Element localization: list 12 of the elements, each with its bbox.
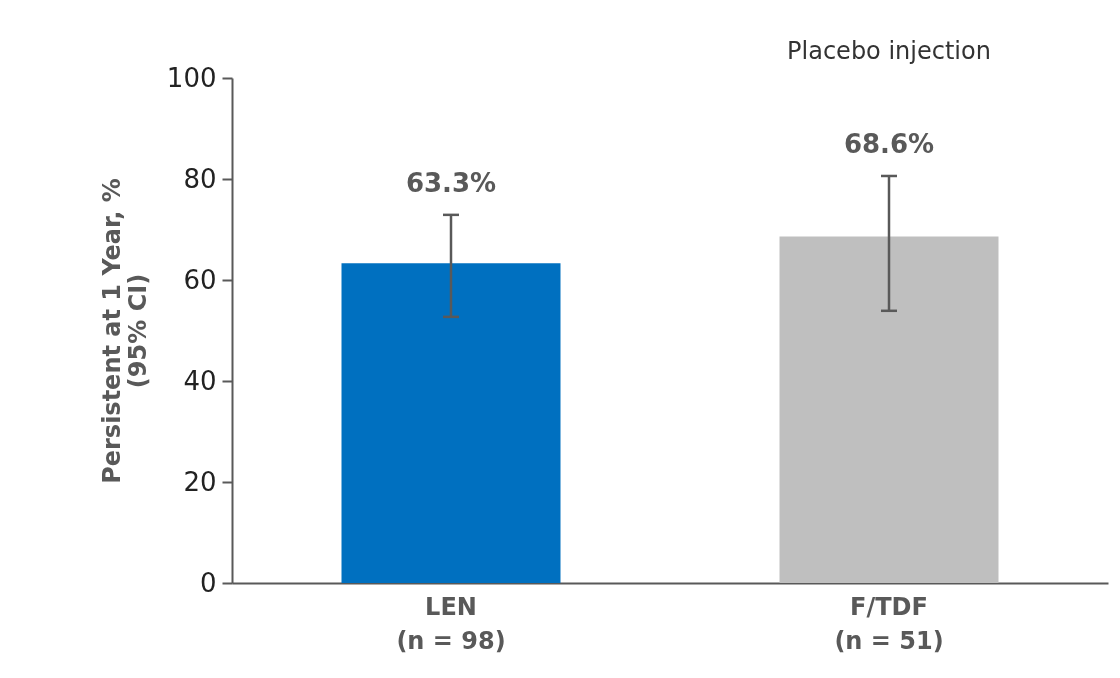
y-tick-label: 20 xyxy=(183,466,217,497)
y-tick-label: 0 xyxy=(199,567,217,598)
data-label: 63.3% xyxy=(405,167,497,198)
y-tick-label: 80 xyxy=(183,163,217,194)
x-tick-label: LEN (n = 98) xyxy=(396,592,506,655)
y-tick-label: 100 xyxy=(166,62,217,93)
y-tick-label: 60 xyxy=(183,264,217,295)
y-tick-label: 40 xyxy=(183,365,217,396)
data-label: 68.6% xyxy=(843,128,935,159)
x-tick-label: F/TDF (n = 51) xyxy=(834,592,944,655)
text: Placebo injection xyxy=(787,37,991,65)
y-axis-title: Persistent at 1 Year, % (95% CI) xyxy=(97,178,152,484)
